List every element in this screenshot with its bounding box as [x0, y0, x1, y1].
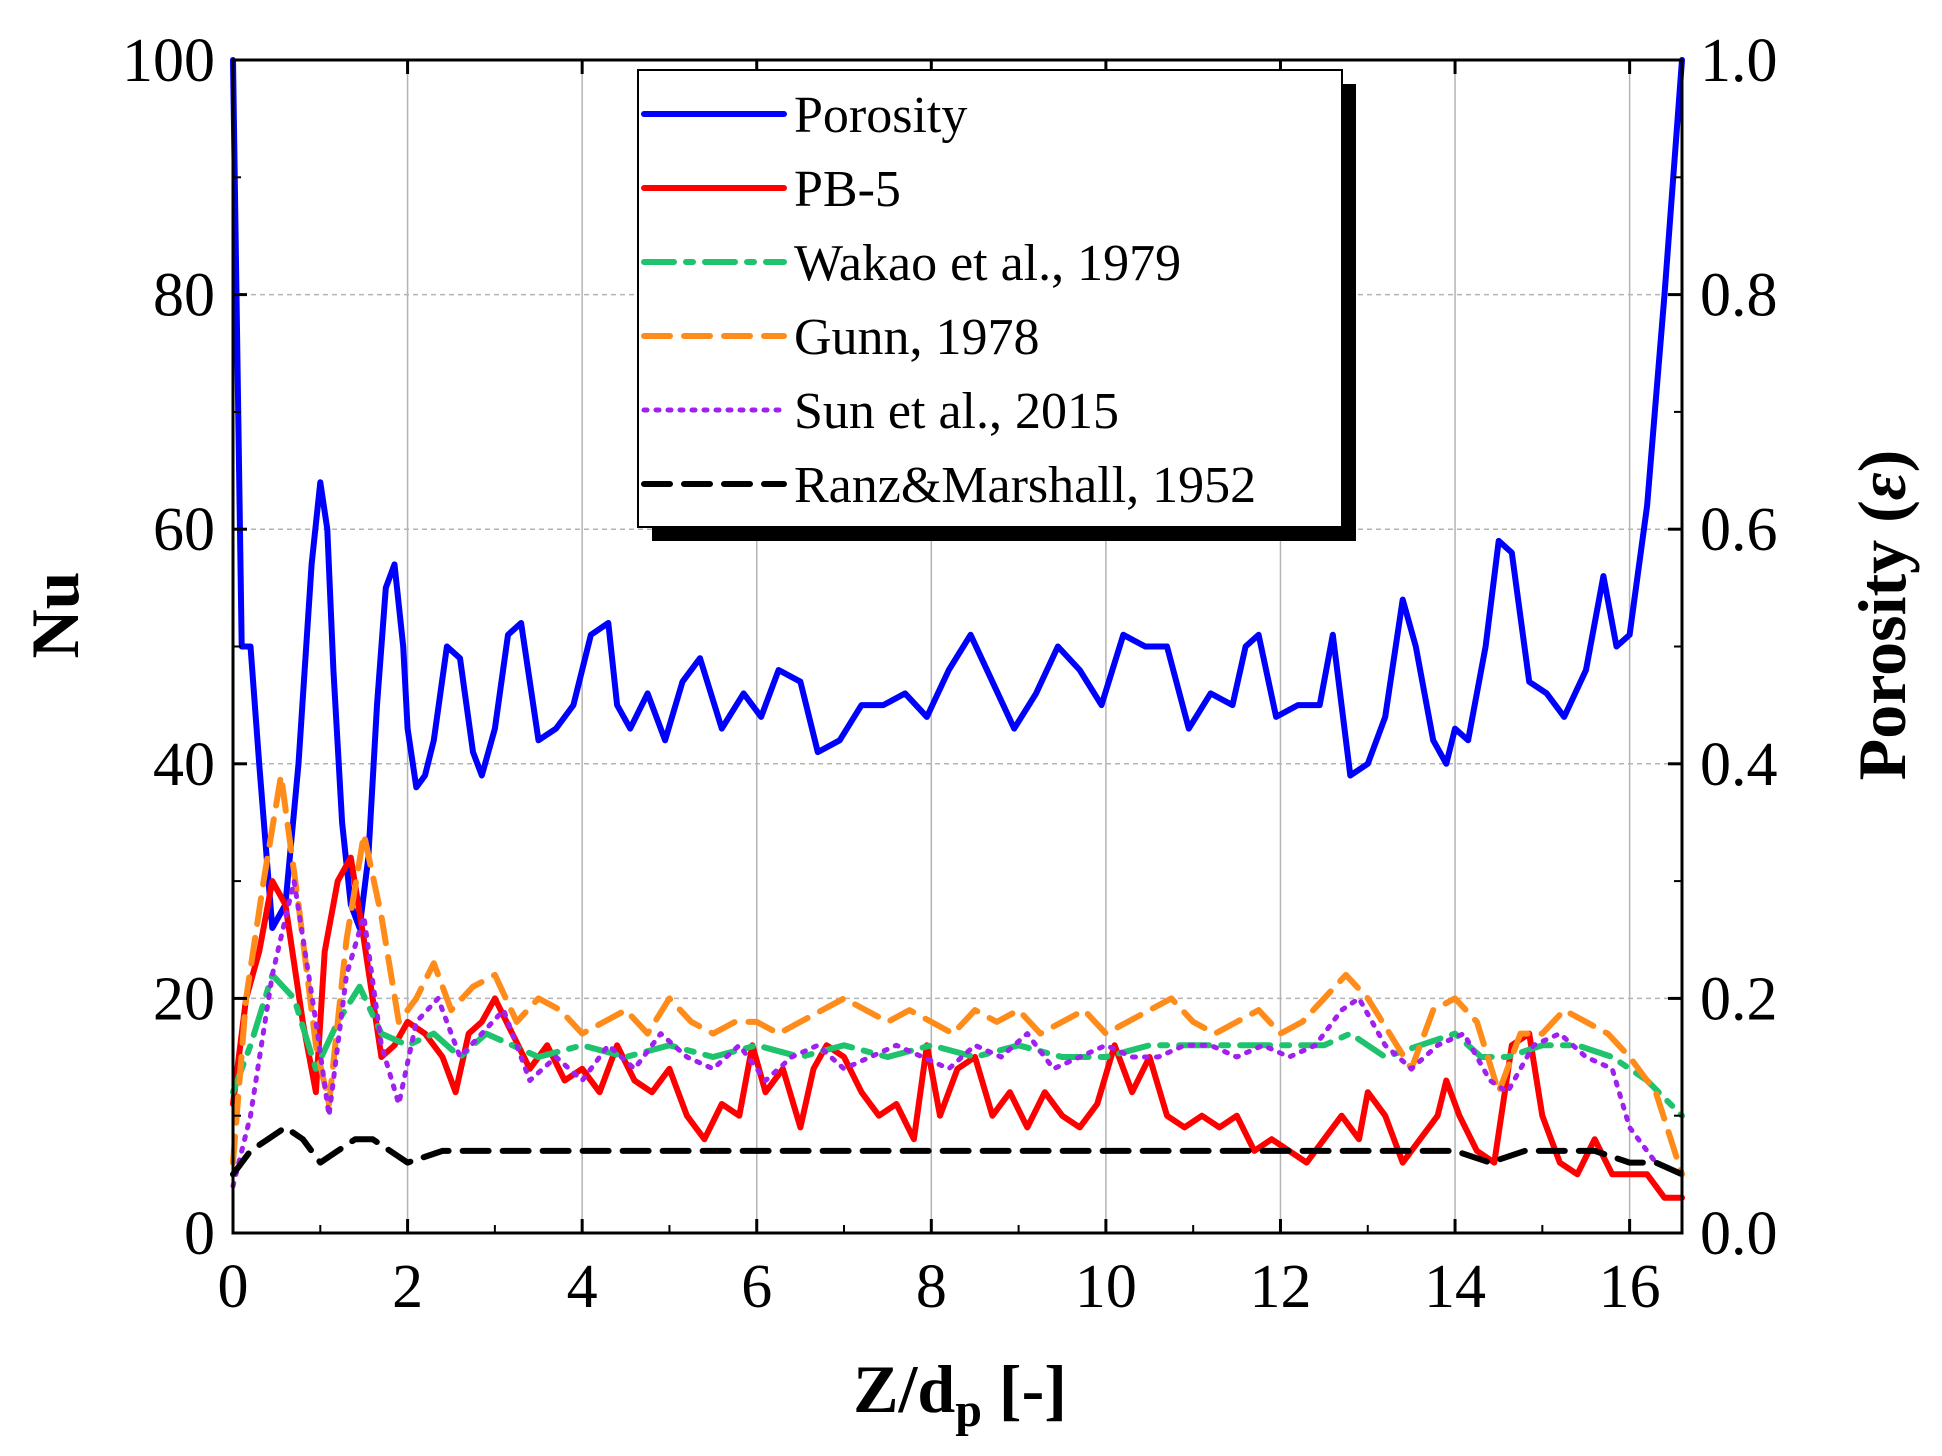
y-tick-label: 40 [153, 731, 215, 799]
y-axis-title: Nu [17, 572, 93, 659]
x-tick-label: 2 [392, 1253, 423, 1321]
x-tick-label: 12 [1249, 1253, 1311, 1321]
x-axis-title-main: Z/d [853, 1351, 955, 1427]
x-tick-label: 16 [1599, 1253, 1661, 1321]
x-tick-label: 14 [1424, 1253, 1486, 1321]
y2-axis-title-main: Porosity ( [1844, 500, 1920, 780]
y2-axis-title: Porosity (ε) [1844, 450, 1920, 781]
legend-label-4: Sun et al., 2015 [794, 383, 1119, 440]
legend-label-0: Porosity [794, 87, 967, 144]
x-axis-title: Z/dp [-] [853, 1351, 1067, 1437]
y-tick-label: 60 [153, 496, 215, 564]
x-tick-label: 4 [567, 1253, 598, 1321]
y2-tick-label: 0.4 [1700, 731, 1778, 799]
y-tick-label: 0 [184, 1200, 215, 1268]
legend-label-2: Wakao et al., 1979 [794, 235, 1181, 292]
series-line-0 [230, 57, 1685, 931]
x-axis-title-suffix: [-] [982, 1351, 1067, 1427]
series-line-2 [230, 971, 1685, 1119]
y-tick-label: 100 [122, 27, 215, 95]
y2-tick-label: 0.6 [1700, 496, 1778, 564]
series-line-4 [230, 878, 1685, 1189]
y-tick-label: 20 [153, 965, 215, 1033]
x-tick-label: 8 [916, 1253, 947, 1321]
x-tick-label: 0 [218, 1253, 249, 1321]
ticks: 0 2 4 6 8 10 12 14 16 0 20 40 60 80 100 0.0 0.2 0.4 0.6 0.8… [122, 27, 1778, 1321]
legend-label-5: Ranz&Marshall, 1952 [794, 457, 1256, 514]
y-tick-label: 80 [153, 262, 215, 330]
y2-tick-label: 0.0 [1700, 1200, 1778, 1268]
y2-axis-title-suffix: ) [1844, 450, 1920, 473]
y2-tick-label: 0.8 [1700, 262, 1778, 330]
y2-tick-label: 0.2 [1700, 965, 1778, 1033]
x-tick-label: 10 [1075, 1253, 1137, 1321]
legend-label-1: PB-5 [794, 161, 901, 218]
x-axis-title-subscript: p [955, 1384, 982, 1437]
y2-tick-label: 1.0 [1700, 27, 1778, 95]
y2-axis-title-symbol: ε [1844, 472, 1920, 500]
x-tick-label: 6 [741, 1253, 772, 1321]
legend-label-3: Gunn, 1978 [794, 309, 1040, 366]
legend-items: Porosity PB-5 Wakao et al., 1979 Gunn, 1978… [641, 87, 1256, 514]
series-group [230, 57, 1685, 1201]
legend: Porosity PB-5 Wakao et al., 1979 Gunn, 1978… [637, 69, 1356, 541]
series-line-5 [230, 1124, 1685, 1178]
legend-box [637, 69, 1343, 528]
